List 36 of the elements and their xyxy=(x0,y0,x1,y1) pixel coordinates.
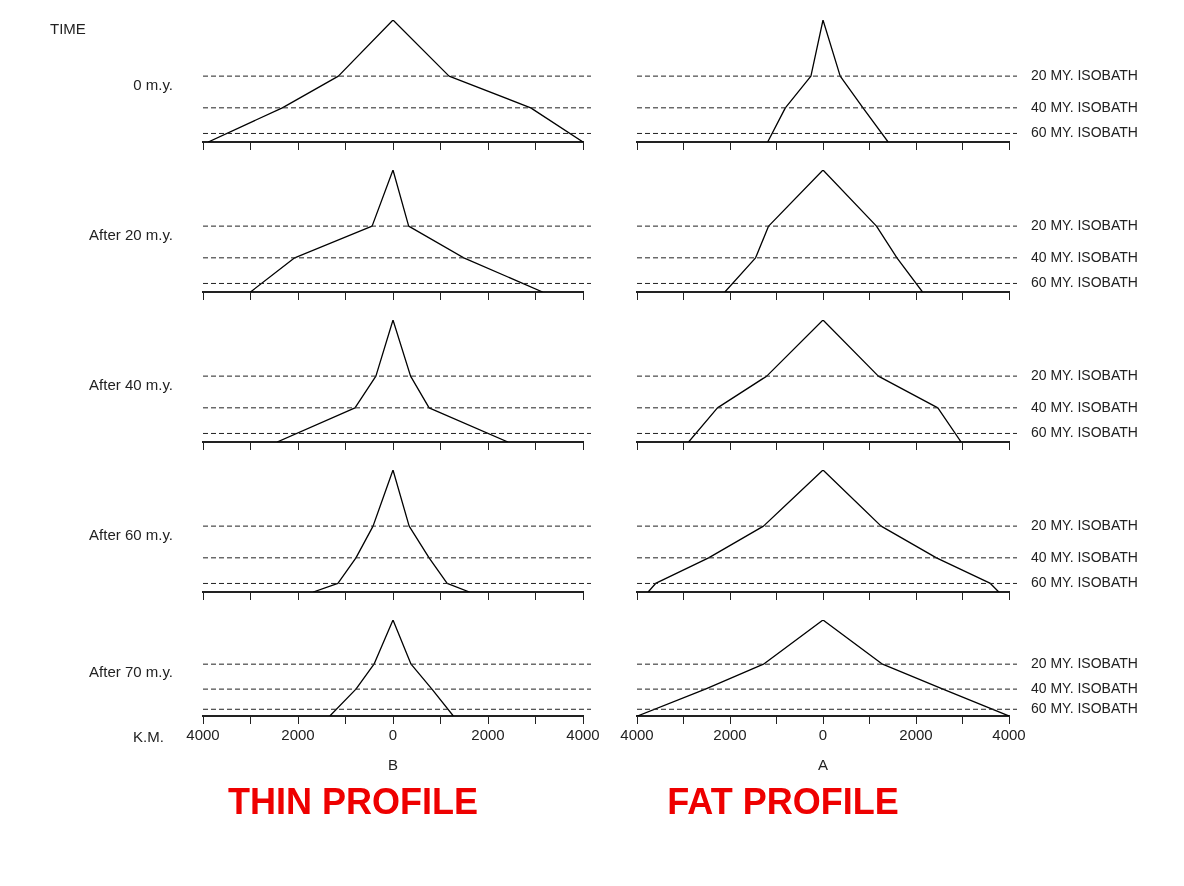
ref-line-label: 20 MY. ISOBATH xyxy=(1031,655,1138,672)
x-tick-label: 0 xyxy=(388,726,398,744)
ref-line-label: 40 MY. ISOBATH xyxy=(1031,679,1138,696)
ref-line-label: 40 MY. ISOBATH xyxy=(1031,548,1138,565)
text: After 20 m.y. xyxy=(89,226,173,244)
text: THIN PROFILE xyxy=(228,780,478,822)
ref-line-label: 40 MY. ISOBATH xyxy=(1031,98,1138,115)
x-tick-label: 4000 xyxy=(186,726,220,744)
ref-line-label: 60 MY. ISOBATH xyxy=(1031,424,1138,441)
ref-line-label: 60 MY. ISOBATH xyxy=(1031,574,1138,591)
ref-line-label: 20 MY. ISOBATH xyxy=(1031,216,1138,233)
x-tick-label: 4000 xyxy=(566,726,600,744)
x-tick-label: 2000 xyxy=(899,726,933,744)
x-axis-title: A xyxy=(817,756,829,774)
x-tick-label: 0 xyxy=(818,726,828,744)
x-tick-label: 4000 xyxy=(620,726,654,744)
text: After 70 m.y. xyxy=(89,663,173,681)
x-tick-label: 2000 xyxy=(471,726,505,744)
x-axis-title: B xyxy=(387,756,399,774)
x-tick-label: 2000 xyxy=(281,726,315,744)
ref-line-label: 40 MY. ISOBATH xyxy=(1031,398,1138,415)
ref-line-label: 20 MY. ISOBATH xyxy=(1031,66,1138,83)
ref-line-label: 20 MY. ISOBATH xyxy=(1031,366,1138,383)
text: After 40 m.y. xyxy=(89,376,173,394)
x-tick-label: 4000 xyxy=(992,726,1026,744)
ref-line-label: 40 MY. ISOBATH xyxy=(1031,248,1138,265)
ref-line-label: 20 MY. ISOBATH xyxy=(1031,516,1138,533)
text: TIME xyxy=(50,20,86,38)
ref-line-label: 60 MY. ISOBATH xyxy=(1031,124,1138,141)
text: FAT PROFILE xyxy=(667,780,899,822)
text: K.M. xyxy=(133,728,164,746)
text: 0 m.y. xyxy=(133,76,173,94)
ref-line-label: 60 MY. ISOBATH xyxy=(1031,700,1138,717)
ref-line-label: 60 MY. ISOBATH xyxy=(1031,274,1138,291)
x-tick-label: 2000 xyxy=(713,726,747,744)
text: After 60 m.y. xyxy=(89,526,173,544)
